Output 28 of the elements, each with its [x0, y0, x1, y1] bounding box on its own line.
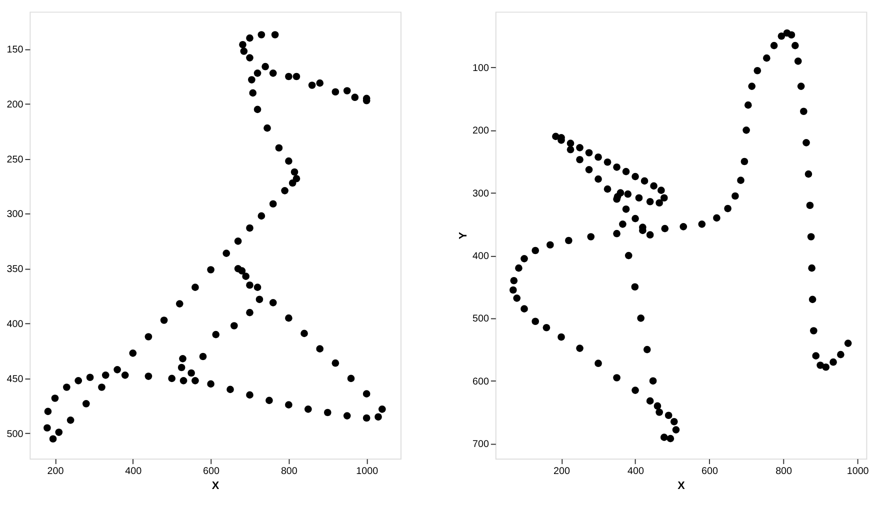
y-tick-label: 200 [6, 99, 24, 110]
x-tick-label: 200 [47, 466, 64, 477]
x-axis-title: X [212, 480, 220, 492]
y-axis-title: Y [458, 231, 470, 240]
y-tick-label: 500 [472, 314, 490, 325]
x-tick-label: 800 [776, 466, 793, 477]
y-tick-label: 400 [472, 250, 490, 262]
y-tick-label: 100 [472, 62, 490, 74]
y-tick-label: 500 [6, 428, 24, 440]
y-tick-label: 350 [6, 264, 24, 276]
x-tick-label: 400 [628, 466, 645, 477]
x-axis-title: X [678, 480, 686, 492]
x-tick-label: 400 [125, 466, 142, 477]
x-tick-label: 1000 [356, 466, 379, 477]
y-tick-label: 200 [472, 126, 490, 137]
x-tick-label: 600 [203, 466, 220, 477]
y-tick-label: 150 [6, 44, 24, 56]
x-tick-label: 1000 [846, 466, 870, 477]
y-tick-label: 250 [6, 154, 24, 166]
y-tick-label: 450 [6, 374, 24, 385]
y-tick-label: 700 [472, 439, 490, 450]
y-tick-label: 400 [6, 319, 24, 330]
x-tick-label: 200 [554, 466, 571, 477]
x-tick-label: 600 [702, 466, 719, 477]
y-tick-label: 300 [472, 188, 490, 200]
y-tick-label: 300 [6, 209, 24, 220]
y-tick-label: 600 [472, 376, 490, 388]
x-tick-label: 800 [280, 466, 298, 477]
